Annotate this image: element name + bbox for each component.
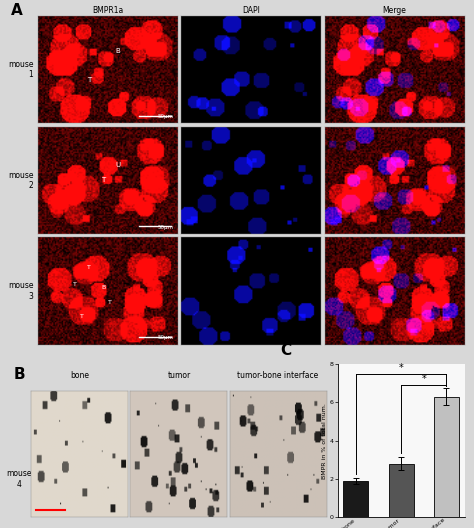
Text: B: B <box>115 49 120 54</box>
Text: 50μm: 50μm <box>158 225 174 230</box>
Y-axis label: BMPR in % of total num.: BMPR in % of total num. <box>322 403 328 479</box>
Text: T: T <box>73 281 77 287</box>
Bar <box>344 481 368 517</box>
Bar <box>434 397 459 517</box>
Text: *: * <box>399 363 403 373</box>
Text: tumor: tumor <box>167 371 191 380</box>
Title: Merge: Merge <box>383 6 407 15</box>
Text: mouse
4: mouse 4 <box>7 469 32 489</box>
Text: mouse
1: mouse 1 <box>8 60 33 79</box>
Text: mouse
3: mouse 3 <box>8 281 33 300</box>
Title: DAPI: DAPI <box>242 6 260 15</box>
Text: mouse
2: mouse 2 <box>8 171 33 190</box>
Text: 50μm: 50μm <box>158 335 174 341</box>
Text: T: T <box>87 78 91 83</box>
Text: T: T <box>101 177 105 183</box>
Text: tumor-bone interface: tumor-bone interface <box>237 371 319 380</box>
Text: A: A <box>11 3 22 18</box>
Text: B: B <box>101 285 105 290</box>
Text: B: B <box>13 367 25 382</box>
Text: bone: bone <box>70 371 89 380</box>
Text: T: T <box>80 314 84 319</box>
Text: *: * <box>421 374 426 384</box>
Text: T: T <box>87 266 91 270</box>
Text: C: C <box>281 343 292 358</box>
Title: BMPR1a: BMPR1a <box>92 6 124 15</box>
Bar <box>389 464 413 517</box>
Text: T: T <box>108 300 112 305</box>
Text: 50μm: 50μm <box>158 114 174 119</box>
Text: U: U <box>115 163 120 168</box>
